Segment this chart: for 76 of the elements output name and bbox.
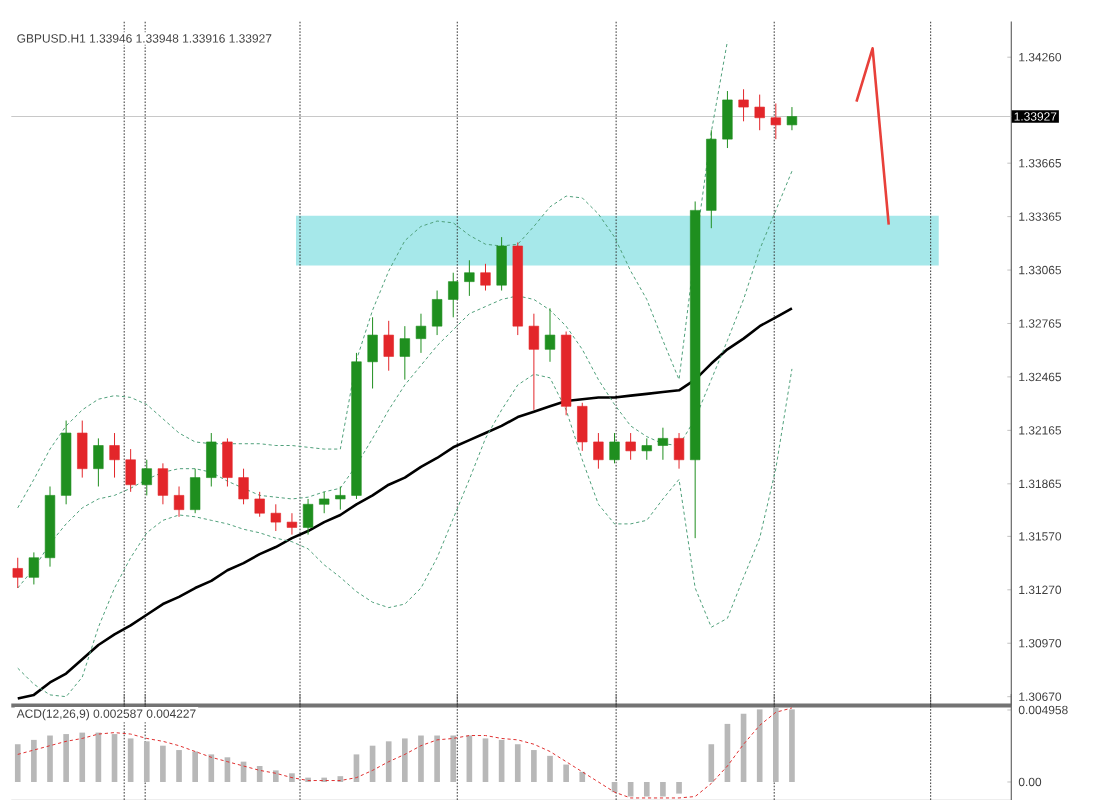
bar [31, 739, 37, 782]
bar [63, 733, 69, 782]
bar [579, 771, 586, 782]
bar [676, 781, 682, 794]
candlestick [270, 503, 281, 532]
bar [14, 743, 21, 782]
candlestick [319, 491, 330, 514]
bar [660, 781, 666, 797]
bar [79, 732, 86, 782]
bar [192, 751, 198, 782]
candlestick [238, 467, 249, 505]
candlestick [431, 289, 443, 336]
line-series [17, 170, 793, 589]
candlestick [190, 467, 201, 514]
candlestick [367, 316, 378, 389]
bar [289, 773, 295, 782]
candlestick [786, 106, 798, 131]
candlestick [593, 432, 604, 469]
bar [708, 743, 715, 782]
line-series [16, 306, 794, 700]
candlestick [577, 401, 588, 452]
candlestick [722, 90, 733, 149]
bar [434, 735, 440, 782]
candlestick [415, 312, 427, 354]
bar [385, 741, 392, 782]
bar [143, 741, 150, 782]
bar [418, 735, 424, 782]
candlestick [157, 462, 169, 505]
bar [756, 709, 763, 782]
candlestick [286, 512, 298, 535]
bar [643, 781, 650, 797]
bar [531, 749, 537, 782]
candlestick [28, 551, 40, 585]
candlestick [302, 498, 314, 535]
bar [627, 781, 634, 797]
candlestick [496, 236, 507, 291]
candlestick [464, 259, 475, 297]
candlestick [93, 437, 104, 487]
candlestick [141, 458, 152, 496]
candlestick [173, 485, 185, 517]
bar [547, 755, 553, 782]
candlestick [770, 102, 781, 140]
bar [208, 754, 215, 782]
candlestick [673, 432, 685, 469]
bar [256, 765, 263, 782]
candlestick [544, 307, 556, 363]
candlestick [399, 325, 410, 380]
candlestick [657, 426, 669, 460]
candlestick [206, 432, 217, 487]
bar [450, 735, 457, 782]
candlestick [528, 312, 540, 411]
bar [789, 709, 795, 782]
candlestick [609, 432, 620, 464]
candlestick [625, 432, 636, 460]
candlestick [12, 556, 23, 589]
bar [272, 770, 279, 782]
candlestick [738, 88, 749, 122]
candlestick [480, 263, 491, 291]
candlestick [335, 485, 346, 510]
line-series [17, 368, 793, 697]
bar [773, 707, 779, 782]
candlestick [754, 93, 765, 131]
bar [176, 749, 182, 782]
candlestick [109, 432, 120, 478]
candlestick [125, 448, 136, 493]
bar [47, 735, 53, 782]
bar [514, 743, 521, 782]
candlestick [254, 491, 265, 517]
candlestick [222, 437, 233, 487]
candlestick [383, 320, 394, 371]
bar [402, 738, 408, 782]
candlestick [641, 437, 652, 460]
candlestick [448, 271, 459, 318]
bar [160, 745, 166, 782]
candlestick [77, 419, 88, 478]
bar [563, 764, 569, 782]
